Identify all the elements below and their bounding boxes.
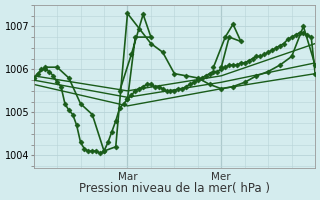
Text: Mar: Mar — [118, 172, 137, 182]
X-axis label: Pression niveau de la mer( hPa ): Pression niveau de la mer( hPa ) — [79, 182, 270, 195]
Text: Mer: Mer — [212, 172, 231, 182]
